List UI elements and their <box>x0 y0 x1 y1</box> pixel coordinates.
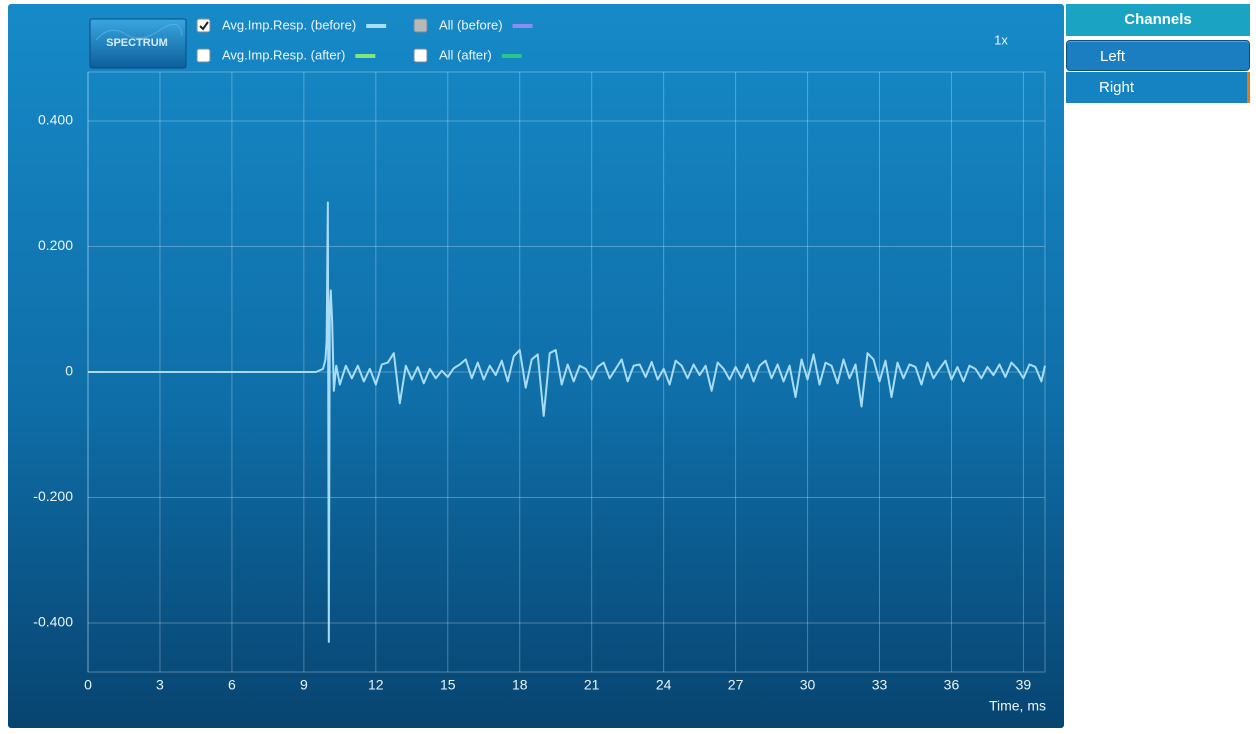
x-tick-label: 3 <box>156 677 164 693</box>
x-tick-label: 12 <box>368 677 384 693</box>
legend-label[interactable]: Avg.Imp.Resp. (after) <box>222 47 345 62</box>
checkbox[interactable] <box>413 48 428 63</box>
x-tick-label: 6 <box>228 677 236 693</box>
x-tick-label: 21 <box>584 677 600 693</box>
spectrum-button[interactable]: SPECTRUM <box>89 18 187 69</box>
x-axis-label: Time, ms <box>989 698 1046 714</box>
x-tick-label: 0 <box>84 677 92 693</box>
legend-label[interactable]: All (before) <box>439 17 503 32</box>
checkbox[interactable] <box>413 18 428 33</box>
y-tick-label: 0.200 <box>38 237 73 253</box>
button-label[interactable]: SPECTRUM <box>106 37 168 49</box>
legend-label[interactable]: All (after) <box>439 47 492 62</box>
button-bg[interactable] <box>89 18 187 69</box>
checkbox[interactable] <box>196 18 211 33</box>
series-line <box>88 201 1046 643</box>
y-tick-label: 0 <box>65 363 73 379</box>
x-tick-label: 27 <box>728 677 744 693</box>
zoom-label: 1x <box>994 32 1008 47</box>
x-tick-label: 18 <box>512 677 528 693</box>
x-tick-label: 15 <box>440 677 456 693</box>
x-tick-label: 33 <box>872 677 888 693</box>
x-tick-label: 36 <box>944 677 960 693</box>
channel-button[interactable]: Right <box>1066 72 1250 103</box>
x-tick-label: 24 <box>656 677 672 693</box>
checkbox[interactable] <box>196 48 211 63</box>
y-tick-label: 0.400 <box>38 112 73 128</box>
button-icon <box>95 23 183 41</box>
channel-button[interactable]: Left <box>1066 40 1250 71</box>
chart: SPECTRUM 1x Time, ms -0.400 -0.200 0 0.200 0… <box>8 4 1064 728</box>
channels-header: Channels <box>1066 4 1250 36</box>
x-tick-label: 30 <box>800 677 816 693</box>
chart-panel <box>8 4 1064 728</box>
y-tick-label: -0.200 <box>33 488 73 504</box>
x-tick-label: 9 <box>300 677 308 693</box>
checkmark[interactable] <box>199 21 209 31</box>
y-tick-label: -0.400 <box>33 614 73 630</box>
x-tick-label: 39 <box>1016 677 1032 693</box>
legend-label[interactable]: Avg.Imp.Resp. (before) <box>222 17 356 32</box>
